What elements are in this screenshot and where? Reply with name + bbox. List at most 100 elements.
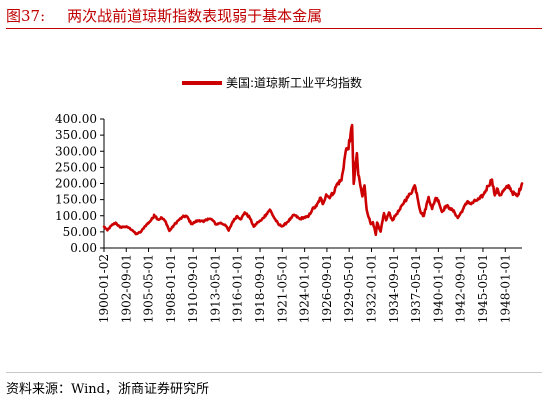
x-tick-label: 1908-01-01 <box>164 254 178 323</box>
x-tick-label: 1926-09-01 <box>320 254 334 323</box>
series-point <box>498 194 501 197</box>
series-point <box>391 219 394 222</box>
series-point <box>290 217 293 219</box>
series-point <box>445 205 447 207</box>
series-point <box>257 221 259 223</box>
series-point <box>110 224 113 227</box>
series-point <box>365 208 368 211</box>
x-tick-label: 1929-05-01 <box>342 254 356 323</box>
x-tick-label: 1932-01-01 <box>365 254 379 323</box>
x-tick-label: 1940-01-01 <box>431 254 445 323</box>
series-point <box>303 216 305 219</box>
series-point <box>115 222 117 224</box>
series-point <box>140 231 142 233</box>
series-point <box>152 216 155 219</box>
series-point <box>434 197 437 199</box>
series-point <box>232 220 234 223</box>
series-point <box>168 230 171 232</box>
series-point <box>370 223 372 225</box>
y-tick-label: 0.00 <box>70 241 97 255</box>
series-point <box>269 208 271 211</box>
series-point <box>321 203 324 205</box>
series-point <box>383 212 385 214</box>
source-rule <box>6 372 542 373</box>
series-point <box>347 147 349 149</box>
series-point <box>422 215 425 217</box>
y-axis: 0.00 50.00 100.00 150.00 200.00 250.00 300.00 3… <box>55 112 105 255</box>
series-point <box>462 208 464 211</box>
series-point <box>419 210 422 212</box>
source-note: 资料来源：Wind，浙商证券研究所 <box>6 382 209 397</box>
x-axis: 1900-01-02 1902-09-01 1905-05-01 1908-01-01… <box>97 247 522 323</box>
series-point <box>236 215 238 217</box>
series-point <box>453 211 456 213</box>
series-point <box>449 207 452 210</box>
series-point <box>363 184 366 187</box>
y-tick-label: 150.00 <box>55 193 97 207</box>
series-point <box>315 205 318 207</box>
series-point <box>260 219 263 222</box>
series-point <box>416 192 418 194</box>
series-point <box>119 226 121 229</box>
figure-title: 图37: 两次战前道琼斯指数表现弱于基本金属 <box>6 5 322 26</box>
series-point <box>265 213 268 215</box>
y-tick-label: 300.00 <box>55 144 97 158</box>
series-point <box>413 184 416 187</box>
series-point <box>243 211 246 214</box>
series-point <box>332 192 335 194</box>
series-point <box>427 196 430 198</box>
y-tick-label: 100.00 <box>55 209 97 223</box>
series-point <box>181 216 184 218</box>
series-point <box>340 179 343 182</box>
series-point <box>407 195 410 198</box>
series-point <box>161 216 163 219</box>
series-point <box>207 217 209 220</box>
series-point <box>352 183 355 185</box>
series-point <box>503 188 506 191</box>
x-tick-label: 1921-05-01 <box>275 254 289 323</box>
series-point <box>185 215 187 217</box>
x-tick-label: 1913-05-01 <box>208 254 222 323</box>
figure-title-text: 两次战前道琼斯指数表现弱于基本金属 <box>67 7 323 25</box>
series-point <box>165 221 167 223</box>
series-point <box>194 221 196 223</box>
series-point <box>403 200 406 203</box>
series-point <box>211 218 213 221</box>
series-point <box>478 198 481 200</box>
x-tick-label: 1916-01-01 <box>231 254 245 323</box>
x-tick-label: 1905-05-01 <box>142 254 156 323</box>
x-tick-label: 1918-09-01 <box>253 254 267 323</box>
series-point <box>466 200 469 202</box>
series-point <box>482 193 485 196</box>
series-point <box>357 174 360 176</box>
series-point <box>253 225 255 228</box>
series-point <box>311 208 314 211</box>
series-point <box>470 203 472 205</box>
series-point <box>375 234 377 236</box>
title-rule <box>6 28 542 29</box>
y-tick-label: 50.00 <box>63 225 97 239</box>
x-tick-label: 1945-05-01 <box>476 254 490 323</box>
series-point <box>356 152 358 154</box>
y-tick-label: 250.00 <box>55 160 97 174</box>
legend-label: 美国:道琼斯工业平均指数 <box>226 75 362 90</box>
series-point <box>379 230 382 233</box>
x-tick-label: 1934-09-01 <box>387 254 401 323</box>
series-point <box>361 195 364 198</box>
series-point <box>372 221 374 223</box>
series-point <box>240 218 242 220</box>
series-point <box>411 189 414 191</box>
series-point <box>198 219 201 222</box>
y-tick-label: 200.00 <box>55 177 97 191</box>
series-point <box>215 223 217 226</box>
series-point <box>378 227 381 230</box>
series-point <box>521 182 523 185</box>
series-point <box>123 225 125 228</box>
series-point <box>457 217 459 219</box>
series-point <box>508 185 510 187</box>
series-point <box>516 195 519 197</box>
x-tick-label: 1942-09-01 <box>454 254 468 323</box>
series-point <box>106 229 109 232</box>
series-point <box>273 217 276 220</box>
